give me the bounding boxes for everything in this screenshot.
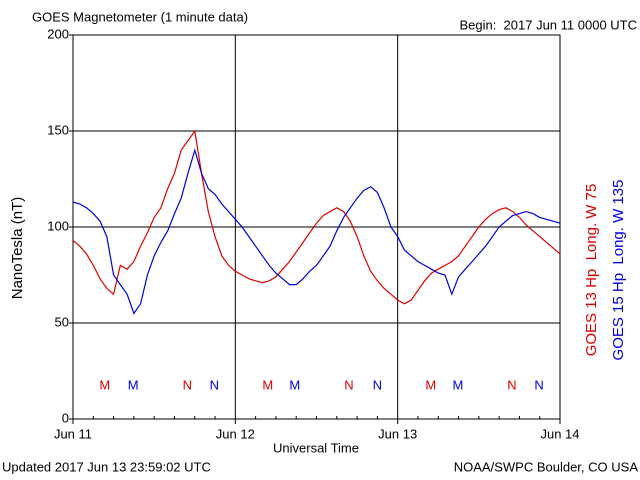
annotation: M [128, 377, 139, 392]
legend-entry: GOES 15 Hp Long. W 135 [610, 180, 627, 361]
legend-entry: GOES 13 Hp Long. W 75 [583, 184, 600, 357]
annotation: N [183, 377, 192, 392]
annotation: M [289, 377, 300, 392]
y-tick-label: 200 [47, 26, 69, 41]
annotation: M [262, 377, 273, 392]
annotation: M [425, 377, 436, 392]
annotation: M [452, 377, 463, 392]
annotation: N [344, 377, 353, 392]
y-tick-label: 150 [47, 122, 69, 137]
y-tick-label: 0 [62, 410, 69, 425]
x-tick-label: Jun 13 [378, 426, 417, 441]
chart-title: GOES Magnetometer (1 minute data) [32, 9, 248, 24]
x-axis-label: Universal Time [273, 440, 359, 455]
series-line [72, 148, 561, 315]
y-tick-label: 100 [47, 218, 69, 233]
y-tick-label: 50 [55, 314, 69, 329]
annotation: N [210, 377, 219, 392]
annotation: N [534, 377, 543, 392]
x-tick-label: Jun 12 [216, 426, 255, 441]
annotation: N [373, 377, 382, 392]
footer-left: Updated 2017 Jun 13 23:59:02 UTC [2, 459, 211, 474]
y-axis-label: NanoTesla (nT) [9, 197, 26, 300]
x-tick-label: Jun 14 [540, 426, 579, 441]
footer-right: NOAA/SWPC Boulder, CO USA [454, 459, 639, 474]
series-line [72, 129, 561, 305]
chart-subtitle: Begin: 2017 Jun 11 0000 UTC [459, 17, 637, 32]
annotation: M [99, 377, 110, 392]
x-tick-label: Jun 11 [54, 426, 92, 441]
annotation: N [507, 377, 516, 392]
